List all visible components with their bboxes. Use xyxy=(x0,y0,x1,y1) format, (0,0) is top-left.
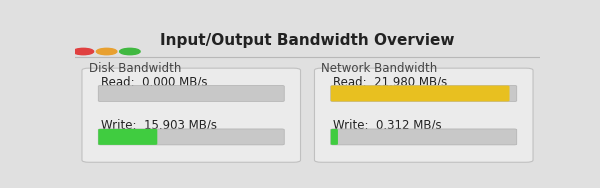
Text: Input/Output Bandwidth Overview: Input/Output Bandwidth Overview xyxy=(160,33,455,48)
FancyBboxPatch shape xyxy=(98,129,157,145)
Circle shape xyxy=(119,48,140,55)
Text: Write:  15.903 MB/s: Write: 15.903 MB/s xyxy=(101,119,217,132)
FancyBboxPatch shape xyxy=(331,129,338,145)
FancyBboxPatch shape xyxy=(331,86,509,102)
FancyBboxPatch shape xyxy=(314,68,533,162)
FancyBboxPatch shape xyxy=(98,86,284,102)
Text: Network Bandwidth: Network Bandwidth xyxy=(322,62,438,75)
FancyBboxPatch shape xyxy=(331,129,517,145)
Circle shape xyxy=(73,48,94,55)
FancyBboxPatch shape xyxy=(331,86,517,102)
Text: Read:  21.980 MB/s: Read: 21.980 MB/s xyxy=(333,75,448,88)
Circle shape xyxy=(97,48,117,55)
Text: Write:  0.312 MB/s: Write: 0.312 MB/s xyxy=(333,119,442,132)
FancyBboxPatch shape xyxy=(82,68,301,162)
Text: Read:  0.000 MB/s: Read: 0.000 MB/s xyxy=(101,75,207,88)
Text: Disk Bandwidth: Disk Bandwidth xyxy=(89,62,181,75)
FancyBboxPatch shape xyxy=(98,129,284,145)
